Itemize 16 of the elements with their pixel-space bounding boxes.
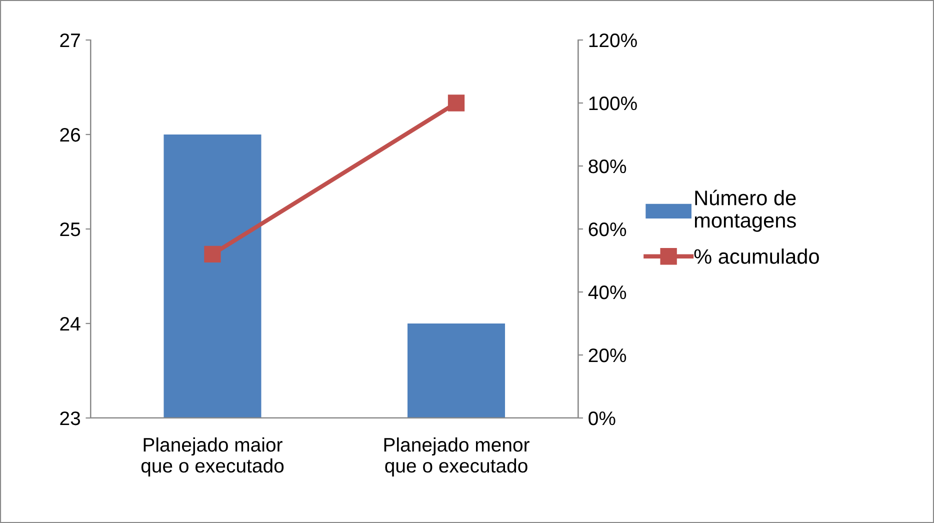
y2-tick-label: 20% xyxy=(588,348,626,362)
y-tick-label: 25 xyxy=(60,222,80,236)
y2-tick-label: 100% xyxy=(589,96,637,110)
y-tick-label: 27 xyxy=(60,33,80,48)
y-tick-label: 24 xyxy=(60,316,80,331)
y-tick-label: 23 xyxy=(60,411,80,426)
y2-tick-label: 40% xyxy=(588,285,626,300)
y-tick-label: 26 xyxy=(60,128,80,142)
x-tick-label: Planejado maior que o executado xyxy=(141,437,284,476)
x-tick-label: Planejado menor que o executado xyxy=(384,437,530,476)
y2-tick-label: 120% xyxy=(589,33,637,48)
y2-tick-label: 0% xyxy=(588,411,616,426)
legend-label: Número de montagens xyxy=(694,190,796,232)
legend-label: % acumulado xyxy=(694,248,819,264)
y2-tick-label: 80% xyxy=(588,159,626,174)
y2-tick-label: 60% xyxy=(588,222,626,236)
